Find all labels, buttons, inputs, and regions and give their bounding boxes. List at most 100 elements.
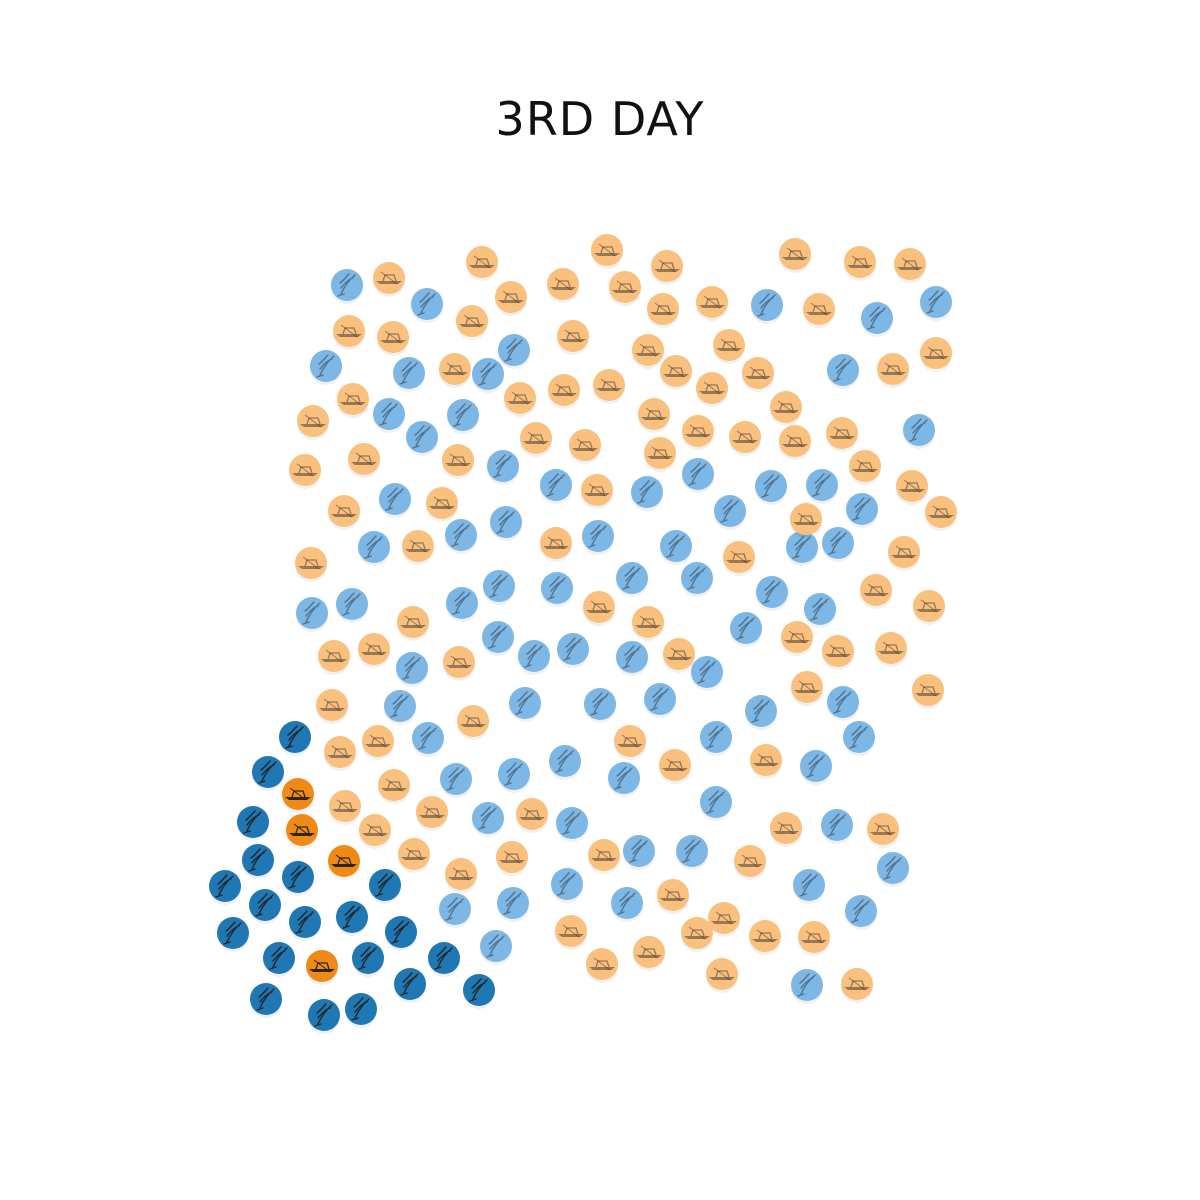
wheat-marker <box>861 302 893 337</box>
wheat-icon <box>400 972 419 996</box>
boat-marker <box>681 917 713 952</box>
wheat-icon <box>379 402 398 426</box>
boat-marker <box>896 470 928 505</box>
wheat-marker <box>631 476 663 511</box>
wheat-icon <box>399 361 418 385</box>
wheat-icon <box>697 660 716 684</box>
boat-marker <box>877 353 909 388</box>
boat-icon <box>507 391 533 405</box>
boat-icon <box>660 888 686 902</box>
wheat-icon <box>452 591 471 615</box>
boat-marker <box>295 547 327 582</box>
wheat-icon <box>488 625 507 649</box>
boat-marker <box>729 421 761 456</box>
wheat-icon <box>833 690 852 714</box>
boat-icon <box>880 362 906 376</box>
boat-icon <box>732 430 758 444</box>
wheat-icon <box>504 338 523 362</box>
wheat-marker-highlighted <box>279 721 311 756</box>
wheat-marker <box>681 562 713 597</box>
wheat-icon <box>883 856 902 880</box>
boat-icon <box>419 805 445 819</box>
wheat-icon <box>706 790 725 814</box>
wheat-marker <box>518 640 550 675</box>
wheat-icon <box>637 480 656 504</box>
boat-icon <box>543 536 569 550</box>
boat-marker <box>633 936 665 971</box>
wheat-marker-highlighted <box>237 806 269 841</box>
wheat-marker-highlighted <box>282 861 314 896</box>
wheat-marker <box>551 868 583 903</box>
wheat-marker <box>920 286 952 321</box>
wheat-marker <box>827 354 859 389</box>
wheat-marker <box>498 758 530 793</box>
wheat-marker <box>793 869 825 904</box>
boat-icon <box>596 378 622 392</box>
boat-marker <box>609 271 641 306</box>
wheat-icon <box>316 354 335 378</box>
wheat-marker <box>644 683 676 718</box>
wheat-icon <box>720 499 739 523</box>
wheat-icon <box>806 754 825 778</box>
wheat-icon <box>285 725 304 749</box>
boat-icon <box>572 438 598 452</box>
boat-icon <box>923 346 949 360</box>
boat-icon <box>560 329 586 343</box>
wheat-marker <box>822 527 854 562</box>
wheat-icon <box>617 891 636 915</box>
wheat-marker-highlighted <box>249 889 281 924</box>
boat-marker <box>849 450 881 485</box>
boat-icon <box>459 314 485 328</box>
boat-icon <box>551 383 577 397</box>
wheat-icon <box>524 644 543 668</box>
boat-marker <box>749 920 781 955</box>
wheat-marker <box>821 809 853 844</box>
wheat-marker <box>806 469 838 504</box>
wheat-icon <box>590 692 609 716</box>
wheat-marker <box>412 722 444 757</box>
wheat-marker <box>623 835 655 870</box>
boat-marker <box>723 541 755 576</box>
wheat-icon <box>314 1003 333 1027</box>
boat-marker <box>647 293 679 328</box>
wheat-icon <box>417 292 436 316</box>
boat-icon <box>684 926 710 940</box>
wheat-marker <box>480 930 512 965</box>
boat-icon <box>469 255 495 269</box>
boat-icon <box>784 630 810 644</box>
boat-marker <box>466 246 498 281</box>
boat-icon <box>852 459 878 473</box>
wheat-marker <box>616 562 648 597</box>
boat-marker <box>770 812 802 847</box>
boat-marker <box>324 736 356 771</box>
wheat-icon <box>812 473 831 497</box>
wheat-icon <box>706 725 725 749</box>
wheat-icon <box>614 766 633 790</box>
boat-marker <box>591 234 623 269</box>
wheat-icon <box>909 418 928 442</box>
wheat-icon <box>849 725 868 749</box>
boat-marker <box>333 315 365 350</box>
wheat-icon <box>295 910 314 934</box>
wheat-marker <box>331 269 363 304</box>
wheat-icon <box>478 362 497 386</box>
boat-marker <box>632 334 664 369</box>
boat-icon <box>499 850 525 864</box>
wheat-marker <box>358 531 390 566</box>
boat-icon <box>863 583 889 597</box>
boat-icon <box>362 823 388 837</box>
boat-marker <box>520 422 552 457</box>
boat-icon <box>662 758 688 772</box>
boat-icon <box>752 929 778 943</box>
wheat-marker <box>730 612 762 647</box>
boat-icon <box>829 426 855 440</box>
boat-marker <box>557 320 589 355</box>
wheat-icon <box>375 873 394 897</box>
wheat-marker-highlighted <box>352 942 384 977</box>
boat-icon <box>916 599 942 613</box>
wheat-marker <box>691 656 723 691</box>
boat-icon <box>332 799 358 813</box>
boat-marker <box>659 749 691 784</box>
wheat-icon <box>402 656 421 680</box>
wheat-marker-highlighted <box>463 974 495 1009</box>
